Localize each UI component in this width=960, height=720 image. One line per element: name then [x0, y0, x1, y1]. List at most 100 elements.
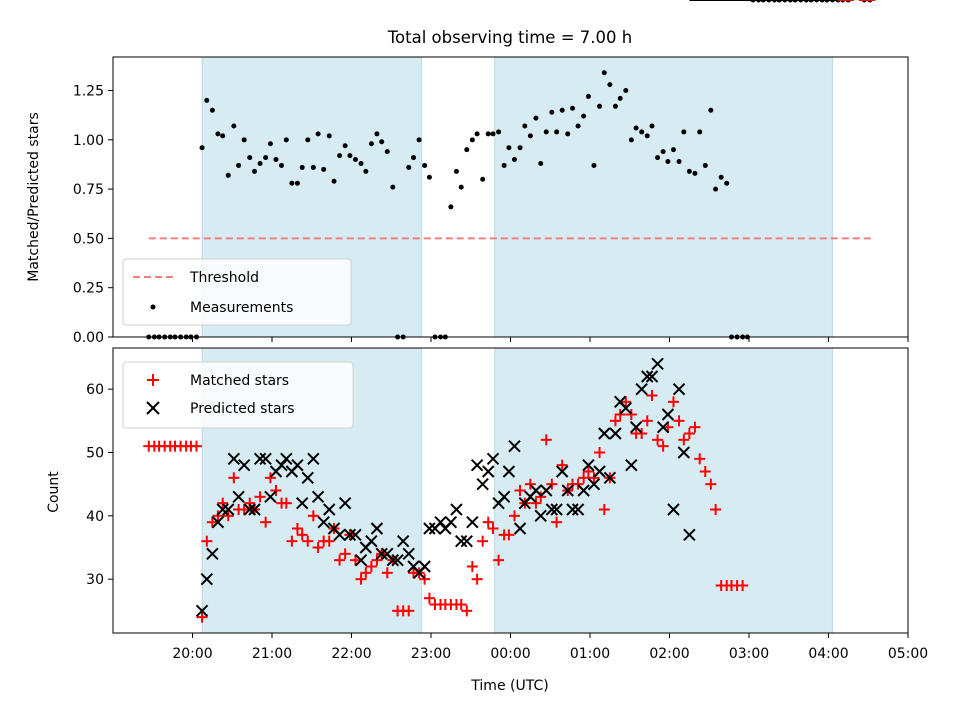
measurement-point — [665, 159, 671, 165]
matched-star-point — [371, 554, 383, 566]
bottom-y-ticks: 30 40 50 60 — [86, 382, 113, 588]
predicted-star-point — [338, 496, 352, 510]
matched-star-point — [694, 453, 706, 465]
measurement-point — [310, 164, 316, 170]
predicted-star-point — [651, 357, 664, 371]
predicted-star-point — [486, 452, 500, 466]
matched-star-point — [206, 516, 218, 528]
x-tick-label: 02:00 — [649, 646, 689, 662]
predicted-star-point — [237, 458, 251, 472]
measurement-point — [406, 164, 412, 170]
x-tick-label: 01:00 — [570, 646, 610, 662]
predicted-star-point — [253, 452, 267, 466]
threshold-legend-label: Threshold — [189, 270, 259, 286]
matched-star-point — [360, 567, 372, 579]
matched-star-point — [302, 535, 314, 547]
measurement-point — [464, 147, 470, 153]
measurement-point — [416, 137, 422, 143]
predicted-star-point — [534, 509, 547, 523]
matched-star-point — [641, 415, 653, 427]
predicted-star-point — [545, 503, 559, 516]
predicted-star-point — [275, 458, 288, 472]
predicted-star-point — [635, 382, 648, 396]
matched-star-point — [323, 535, 335, 547]
matched-star-point — [312, 542, 324, 553]
matched-star-point — [403, 605, 415, 617]
measurement-point — [543, 129, 549, 135]
measurement-point — [549, 109, 555, 115]
predicted-star-point — [227, 452, 241, 466]
y-tick-label: 1.25 — [73, 84, 104, 100]
predicted-star-point — [311, 490, 325, 504]
measurement-point — [718, 174, 724, 180]
matched-star-point — [598, 504, 610, 515]
measurement-point — [533, 115, 539, 121]
measurement-point — [538, 160, 544, 166]
matched-star-point — [307, 510, 319, 522]
predicted-star-points — [195, 0, 838, 618]
bottom-x-ticks: 20:00 21:00 22:00 23:00 00:00 01:00 02:00 03:00… — [172, 633, 928, 662]
measurement-point — [639, 129, 645, 135]
measurement-point — [601, 70, 607, 76]
predicted-star-point — [444, 515, 458, 529]
predicted-star-point — [603, 471, 617, 485]
matched-star-point — [365, 561, 377, 572]
x-tick-label: 22:00 — [331, 646, 371, 662]
measurement-point — [474, 131, 480, 137]
measurement-point — [692, 170, 698, 176]
predicted-star-point — [232, 490, 245, 504]
bottom-legend: Matched stars Predicted stars — [122, 361, 354, 429]
predicted-star-point — [259, 452, 272, 466]
measurement-point — [352, 157, 358, 163]
x-tick-label: 20:00 — [172, 646, 212, 662]
matched-star-point — [471, 573, 483, 585]
measurement-point — [697, 129, 703, 135]
matched-star-point — [705, 478, 717, 490]
predicted-star-point — [629, 420, 643, 434]
matched-legend-label: Matched stars — [190, 373, 289, 389]
ratio-panel: 0.00 0.25 0.50 0.75 1.00 1.25 Total observing… — [26, 0, 909, 346]
measurement-point — [681, 129, 687, 135]
matched-star-point — [609, 415, 621, 427]
matched-star-point — [530, 497, 542, 509]
predicted-star-point — [667, 503, 680, 516]
matched-star-point — [260, 516, 272, 528]
x-axis-label: Time (UTC) — [470, 678, 548, 694]
y-tick-label: 40 — [86, 509, 104, 525]
predicted-star-point — [566, 503, 579, 516]
matched-star-point — [264, 472, 276, 484]
measurement-point — [315, 131, 321, 137]
matched-star-point — [588, 472, 600, 484]
measurement-point — [289, 180, 295, 186]
matched-star-point — [222, 510, 234, 522]
measurement-point — [501, 162, 507, 168]
predicted-star-point — [598, 427, 611, 440]
top-y-ticks: 0.00 0.25 0.50 0.75 1.00 1.25 — [73, 84, 113, 346]
top-legend: Threshold Measurements — [122, 258, 352, 326]
predicted-star-point — [450, 503, 463, 516]
y-tick-label: 50 — [86, 446, 104, 462]
measurement-point — [305, 137, 311, 143]
y-tick-label: 0.75 — [73, 182, 104, 198]
measurement-point — [660, 149, 666, 155]
measurement-point — [390, 184, 396, 190]
matched-star-point — [678, 434, 690, 446]
matched-star-point — [280, 497, 292, 509]
measurement-point — [597, 103, 603, 109]
predicted-star-point — [497, 490, 511, 504]
measurement-point — [591, 162, 597, 168]
measurement-point — [575, 123, 581, 129]
measurement-point — [199, 145, 205, 151]
matched-star-point — [477, 535, 489, 547]
measurement-point — [448, 204, 454, 210]
matched-star-point — [466, 561, 478, 572]
measurements-legend-swatch — [150, 304, 156, 310]
matched-star-point — [212, 510, 224, 522]
predicted-star-point — [423, 522, 436, 535]
predicted-star-point — [396, 534, 410, 548]
measurement-point — [585, 93, 591, 99]
matched-star-point — [296, 529, 308, 541]
predicted-star-point — [466, 515, 479, 529]
predicted-legend-label: Predicted stars — [190, 401, 295, 417]
matched-star-point — [270, 485, 282, 496]
